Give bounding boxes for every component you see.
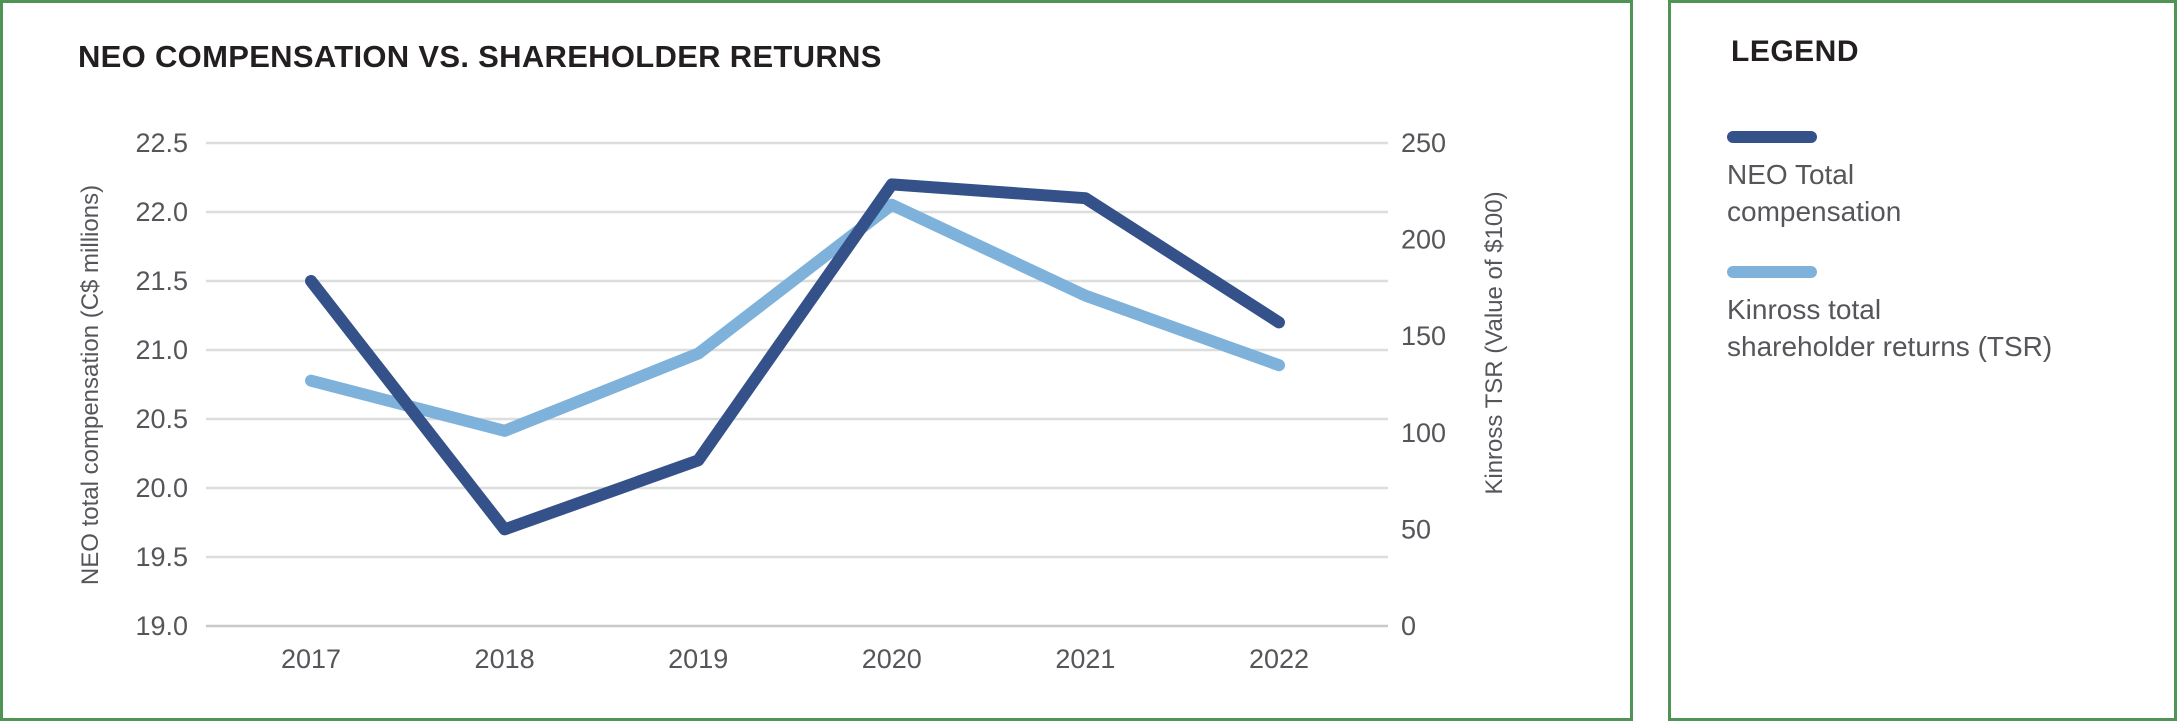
x-axis-tick-label: 2020 — [862, 644, 922, 674]
x-axis-tick-label: 2019 — [668, 644, 728, 674]
y-axis-right-tick-label: 50 — [1401, 514, 1431, 544]
y-axis-left-tick-label: 19.0 — [135, 611, 188, 641]
y-axis-left-tick-label: 21.5 — [135, 266, 188, 296]
neo-compensation-line — [305, 178, 1285, 536]
x-axis-tick-label: 2022 — [1249, 644, 1309, 674]
legend-swatch-tsr-line — [1727, 266, 1817, 278]
chart-panel: NEO COMPENSATION VS. SHAREHOLDER RETURNS… — [0, 0, 1633, 721]
legend-title: LEGEND — [1731, 35, 1860, 68]
legend-panel: LEGEND NEO Total compensation Kinross to… — [1668, 0, 2177, 721]
legend-label-neo: NEO Total compensation — [1727, 159, 1902, 227]
x-axis-tick-label: 2018 — [475, 644, 535, 674]
line-chart-canvas: 22.5 22.0 21.5 21.0 20.5 20.0 19.5 19.0 250 200 15… — [135, 128, 1446, 674]
y-axis-left-tick-label: 19.5 — [135, 542, 188, 572]
y-axis-left-tick-label: 20.0 — [135, 473, 188, 503]
y-axis-left-tick-label: 22.0 — [135, 197, 188, 227]
legend-swatch-neo-line — [1727, 131, 1817, 143]
y-axis-right-tick-label: 100 — [1401, 418, 1446, 448]
y-axis-left-tick-label: 22.5 — [135, 128, 188, 158]
x-axis-tick-label: 2021 — [1055, 644, 1115, 674]
x-axis-tick-label: 2017 — [281, 644, 341, 674]
chart-title: NEO COMPENSATION VS. SHAREHOLDER RETURNS — [78, 39, 882, 74]
y-axis-right-tick-label: 0 — [1401, 611, 1416, 641]
y-axis-right-tick-label: 250 — [1401, 128, 1446, 158]
y-axis-left-tick-label: 21.0 — [135, 335, 188, 365]
legend-label-tsr: Kinross total shareholder returns (TSR) — [1727, 294, 2053, 362]
y-axis-left-tick-label: 20.5 — [135, 404, 188, 434]
tsr-line — [305, 198, 1285, 437]
y-axis-right-tick-label: 200 — [1401, 225, 1446, 255]
y-axis-right-tick-label: 150 — [1401, 321, 1446, 351]
